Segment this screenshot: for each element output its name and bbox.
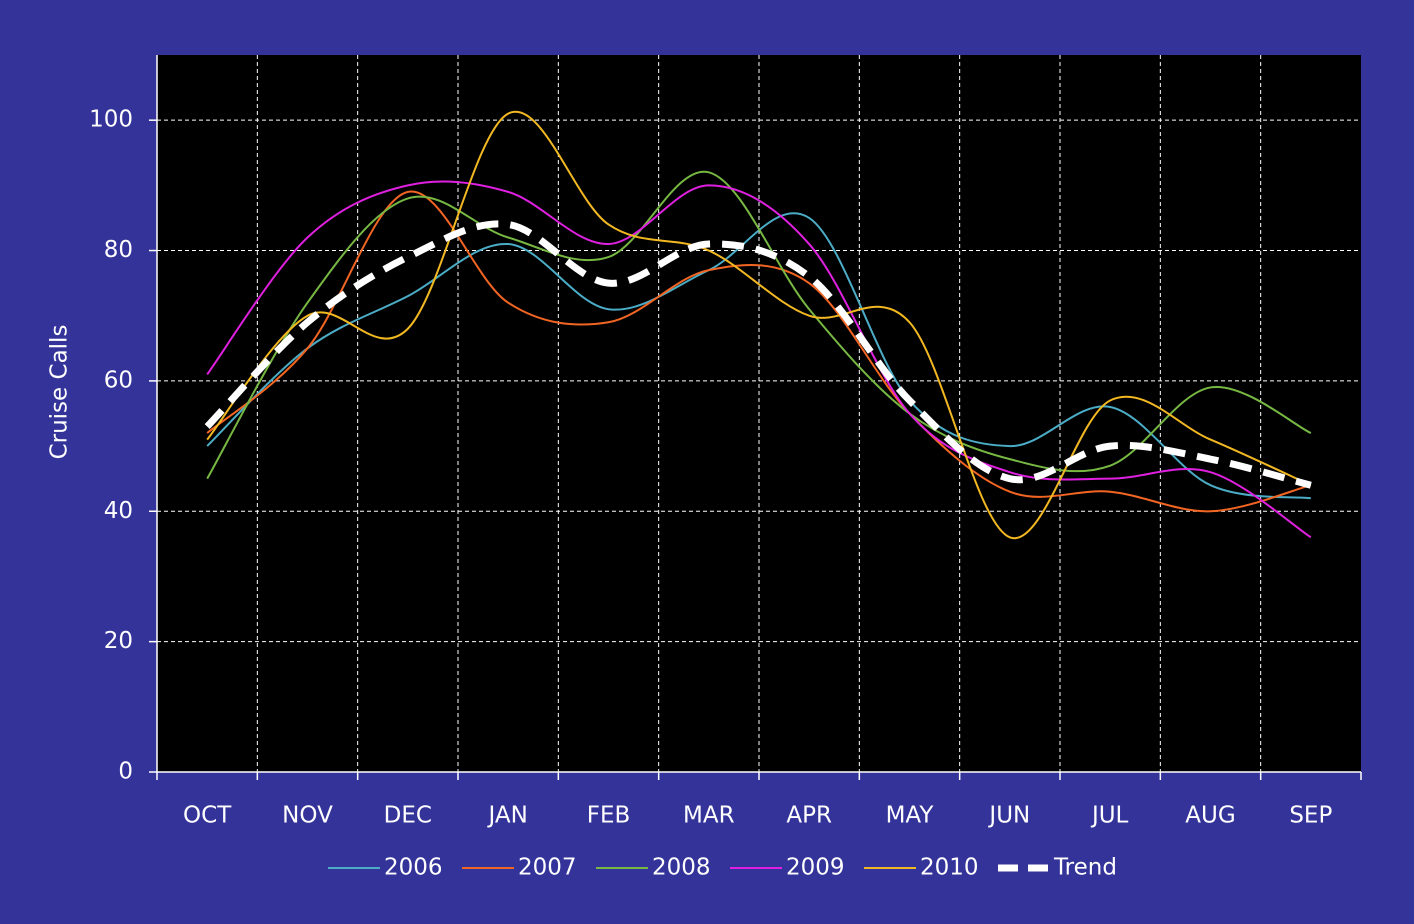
- legend-label: 2006: [384, 855, 443, 881]
- x-tick-label: FEB: [587, 803, 631, 829]
- x-tick-label: AUG: [1185, 803, 1235, 829]
- legend-label: 2010: [920, 855, 979, 881]
- x-tick-label: JUL: [1090, 803, 1129, 829]
- y-tick-label: 20: [104, 628, 133, 654]
- y-tick-label: 80: [104, 237, 133, 263]
- x-tick-label: NOV: [282, 803, 333, 829]
- x-tick-label: MAR: [683, 803, 735, 829]
- x-tick-label: JAN: [487, 803, 528, 829]
- y-axis-label: Cruise Calls: [47, 325, 73, 460]
- x-tick-label: SEP: [1289, 803, 1332, 829]
- x-tick-label: JUN: [987, 803, 1030, 829]
- legend-label: Trend: [1053, 855, 1117, 881]
- series-line: [206, 170, 1312, 480]
- series-line: [206, 212, 1311, 500]
- x-tick-label: DEC: [384, 803, 432, 829]
- legend-label: 2009: [786, 855, 845, 881]
- y-tick-label: 60: [104, 367, 133, 393]
- series-line: [204, 220, 1312, 489]
- series-line: [206, 190, 1312, 513]
- y-tick-label: 100: [89, 107, 133, 133]
- y-tick-label: 40: [104, 498, 133, 524]
- series-line: [206, 110, 1312, 540]
- x-tick-label: MAY: [886, 803, 935, 829]
- legend-label: 2007: [518, 855, 577, 881]
- x-tick-label: APR: [786, 803, 832, 829]
- series-line: [206, 180, 1312, 539]
- y-tick-label: 0: [118, 759, 133, 785]
- x-tick-label: OCT: [183, 803, 232, 829]
- legend-label: 2008: [652, 855, 711, 881]
